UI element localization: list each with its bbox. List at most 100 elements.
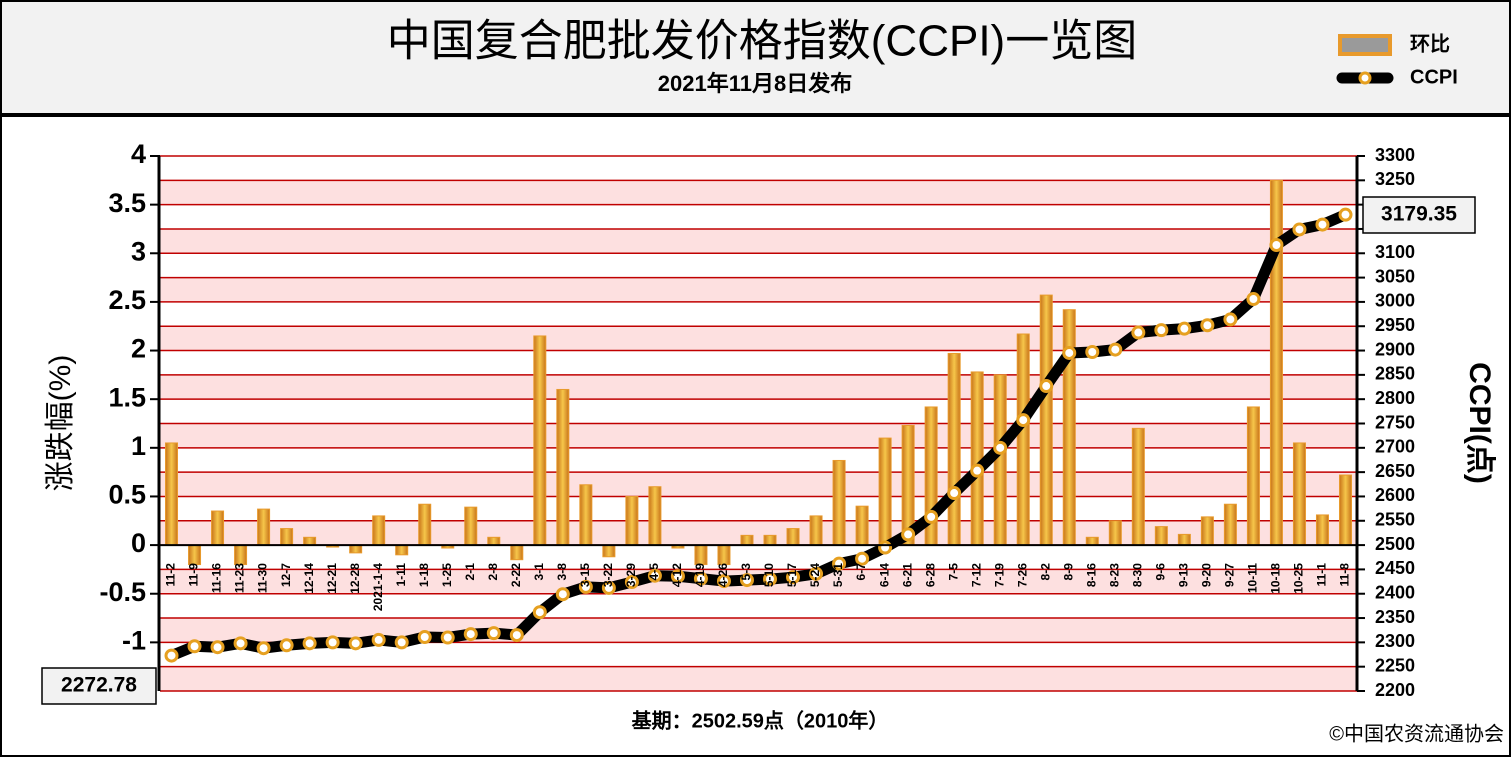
chart-title: 中国复合肥批发价格指数(CCPI)一览图 [387,17,1137,66]
bar [418,503,432,546]
line-marker [509,628,524,643]
line-marker [555,587,570,602]
y2-tick-label: 2950 [1375,315,1415,335]
bar [1338,474,1352,546]
x-tick-label: 11-9 [187,563,201,587]
bar [809,515,823,546]
y2-tick-label: 3100 [1375,242,1415,262]
y2-tick-label: 2300 [1375,631,1415,651]
bar [717,544,731,566]
line-marker [164,648,179,663]
y-tick-label: 2 [131,334,146,364]
line-marker [993,440,1008,455]
bar [1108,520,1122,546]
x-tick-label: 12-14 [302,563,316,594]
bar [648,486,662,546]
line-marker [601,580,616,595]
x-tick-label: 3-22 [601,563,615,587]
bar [579,484,593,546]
legend-marker [1358,71,1372,85]
x-tick-label: 3-8 [555,563,569,581]
y2-tick-label: 2350 [1375,607,1415,627]
x-tick-label: 9-13 [1177,563,1191,587]
x-tick-label: 1-25 [440,563,454,587]
bar [188,544,202,566]
grid-band [160,277,1357,302]
x-tick-label: 1-18 [417,563,431,587]
line-marker [832,556,847,571]
bar [1016,333,1030,546]
bar [464,506,478,546]
x-tick-label: 4-5 [647,563,661,581]
y2-tick-label: 3000 [1375,291,1415,311]
bar [1154,526,1168,546]
line-marker [256,641,271,656]
x-tick-label: 2021-1-4 [371,563,385,611]
y-tick-label: 1 [131,431,146,461]
bar [855,505,869,546]
bar [1039,294,1053,546]
x-tick-label: 11-1 [1315,563,1329,587]
line-marker [786,570,801,585]
x-tick-label: 12-7 [279,563,293,587]
line-marker [325,635,340,650]
line-marker [1039,379,1054,394]
line-marker [647,568,662,583]
x-tick-label: 11-30 [256,563,270,593]
line-marker [210,640,225,655]
x-tick-label: 8-30 [1130,563,1144,587]
bar [878,437,892,546]
grid-band [160,472,1357,497]
y-tick-label: 2.5 [108,285,146,315]
x-tick-label: 8-2 [1038,563,1052,581]
x-tick-label: 4-19 [693,563,707,587]
x-tick-label: 9-20 [1200,563,1214,587]
legend-label: CCPI [1410,66,1458,88]
line-marker [1223,312,1238,327]
line-marker [693,571,708,586]
line-marker [279,638,294,653]
bar [786,528,800,546]
line-marker [1062,345,1077,360]
y2-tick-label: 2800 [1375,388,1415,408]
line-marker [1108,342,1123,357]
line-marker [901,527,916,542]
y2-tick-label: 2200 [1375,680,1415,700]
bar [763,534,777,546]
x-tick-label: 12-28 [348,563,362,594]
y2-tick-label: 2400 [1375,582,1415,602]
grid-band [160,374,1357,400]
bar [1223,503,1237,546]
bar [993,374,1007,546]
grid-band [160,666,1357,691]
x-tick-label: 7-26 [1015,563,1029,587]
bar [303,536,317,546]
grid-band [160,520,1357,546]
line-marker [1177,321,1192,336]
x-tick-label: 3-29 [624,563,638,587]
line-marker [970,463,985,478]
bar [165,442,179,546]
data-label: 2272.78 [61,674,137,697]
data-label-box [41,667,157,705]
data-label: 3179.35 [1381,203,1457,226]
y2-tick-label: 2500 [1375,534,1415,554]
x-tick-label: 5-17 [785,563,799,587]
x-tick-label: 6-21 [900,563,914,587]
x-tick-label: 9-6 [1154,563,1168,581]
line-marker [463,627,478,642]
line-marker [1338,207,1353,222]
data-label-box [1362,196,1476,234]
y-tick-label: 4 [131,139,146,169]
y2-tick-label: 2700 [1375,437,1415,457]
bar [970,371,984,546]
x-tick-label: 5-3 [739,563,753,581]
x-tick-label: 4-26 [716,563,730,587]
line-marker [394,635,409,650]
line-marker [532,605,547,620]
line-marker [1131,325,1146,340]
line-marker [1315,217,1330,232]
y-axis-title: 涨跌幅(%) [44,355,77,492]
line-marker [348,636,363,651]
